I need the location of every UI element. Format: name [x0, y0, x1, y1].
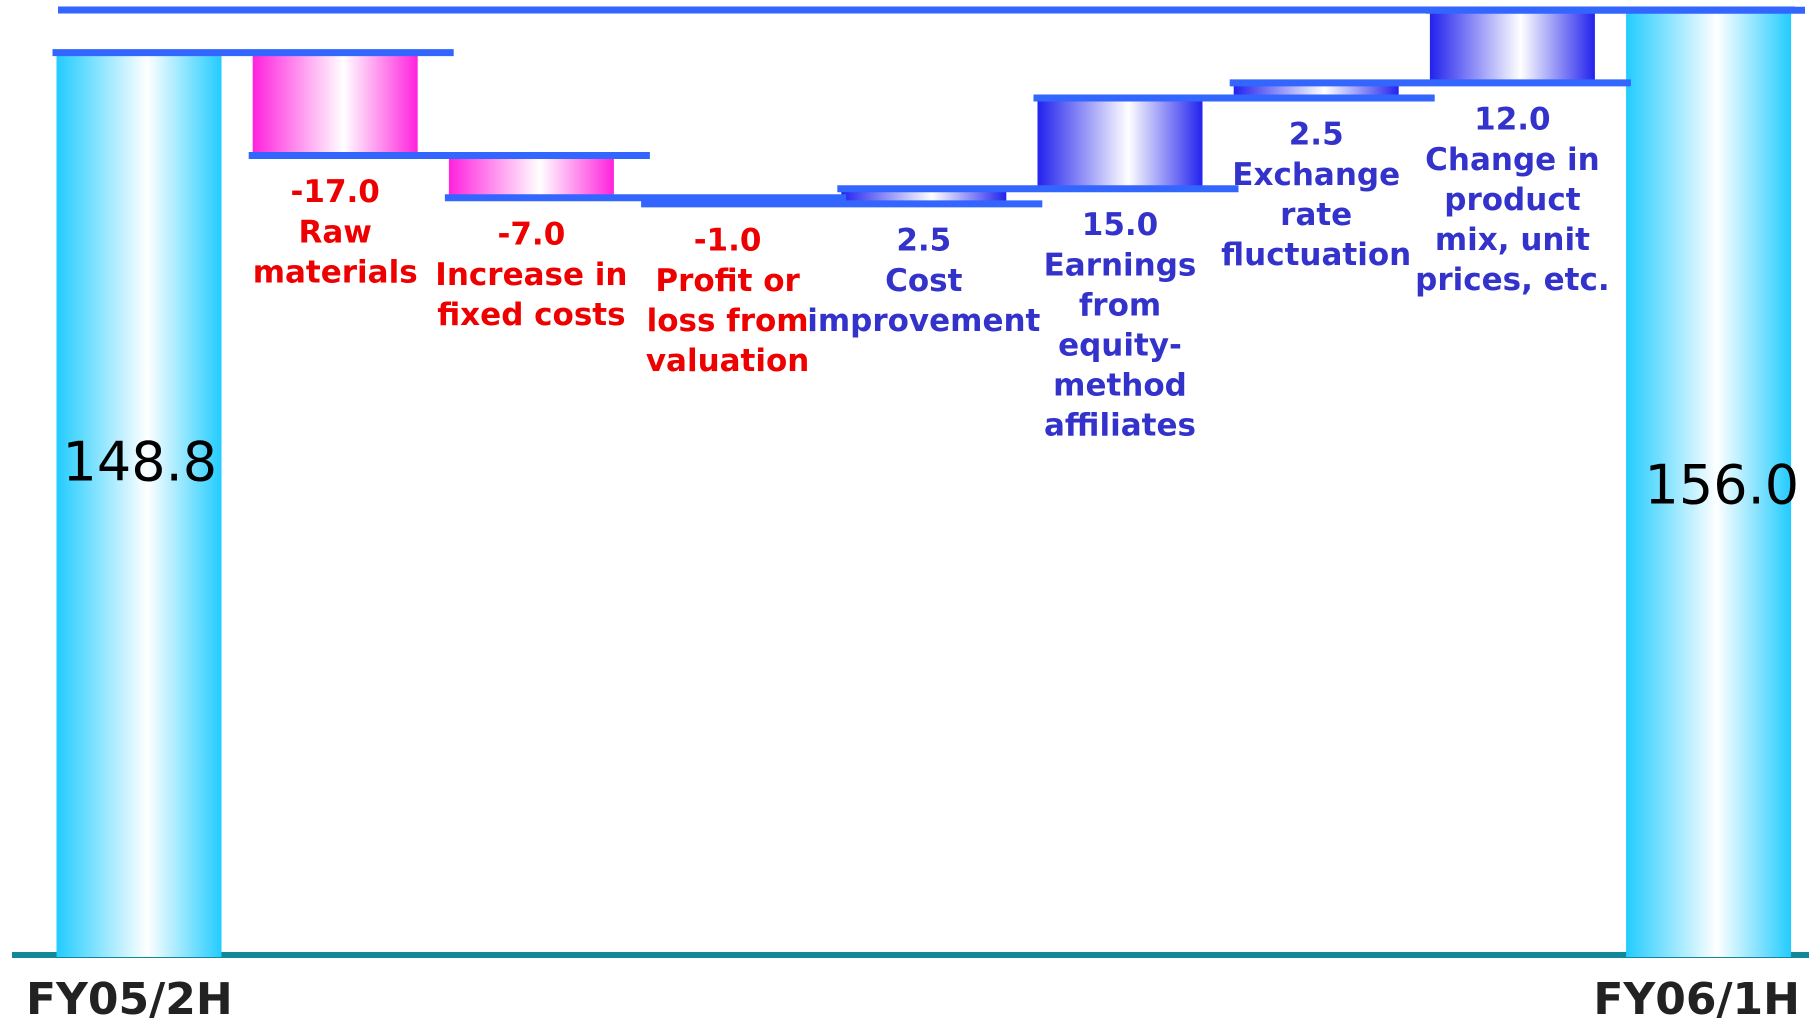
category-label: Profit or loss from valuation [646, 262, 810, 378]
category-label: Raw materials [253, 214, 418, 290]
change-bar [1037, 97, 1203, 189]
total-value-label: 156.0 [1645, 454, 1800, 517]
value-label: 12.0 [1474, 101, 1551, 137]
value-label: -1.0 [694, 222, 762, 258]
change-bar [1233, 82, 1399, 98]
category-label: Earnings from equity-method affiliates [1044, 247, 1197, 443]
value-label: 2.5 [1289, 116, 1344, 152]
total-bar [56, 52, 222, 958]
category-label: Increase in fixed costs [435, 256, 627, 332]
change-bar [1429, 10, 1595, 83]
value-label: 2.5 [896, 222, 951, 258]
category-label: FY06/1H [1593, 974, 1800, 1025]
category-label: Exchange rate fluctuation [1221, 156, 1411, 272]
change-bar [252, 52, 418, 156]
total-bar [1626, 9, 1792, 957]
category-label: Cost improvement [807, 262, 1040, 338]
value-label: -17.0 [291, 174, 380, 210]
category-label: FY05/2H [26, 974, 233, 1025]
change-bar [841, 188, 1007, 204]
category-label: Change in product mix, unit prices, etc. [1415, 141, 1610, 297]
total-value-label: 148.8 [63, 431, 218, 494]
change-bar [448, 155, 614, 198]
value-label: 15.0 [1082, 207, 1159, 243]
value-label: -7.0 [498, 216, 566, 252]
